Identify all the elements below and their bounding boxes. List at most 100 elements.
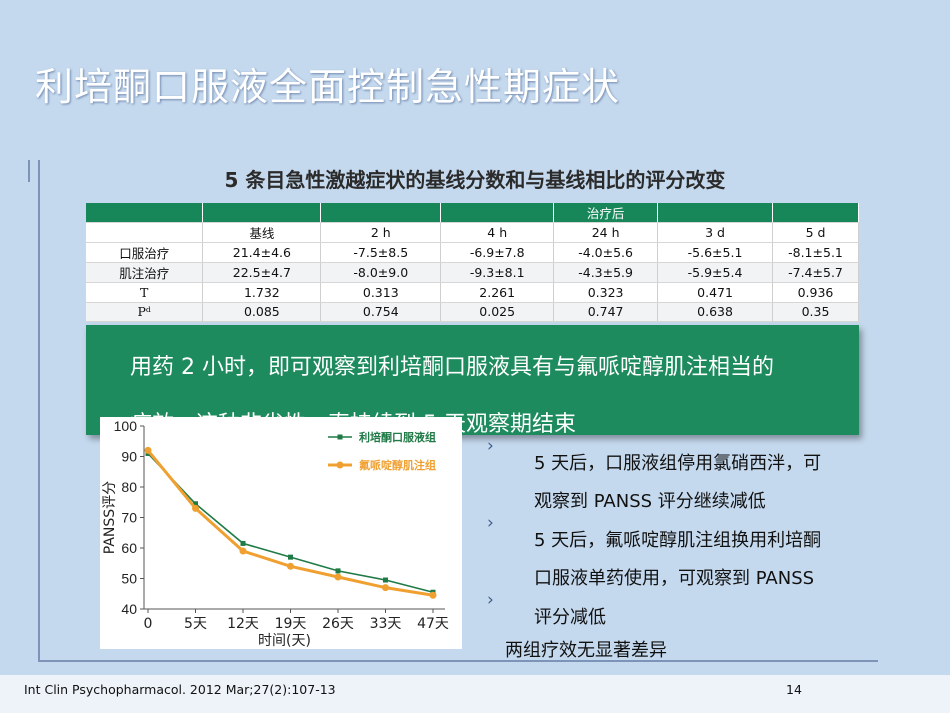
table-cell: -8.0±9.0 xyxy=(320,262,442,283)
table-cell: -5.6±5.1 xyxy=(657,242,773,263)
y-tick-label: 60 xyxy=(121,540,137,556)
data-point xyxy=(144,446,152,454)
x-tick-label: 5天 xyxy=(184,616,207,632)
series-line xyxy=(146,449,434,597)
x-tick-label: 12天 xyxy=(227,616,259,632)
data-point xyxy=(287,562,294,570)
y-axis-label: PANSS评分 xyxy=(102,481,118,554)
x-tick-label: 33天 xyxy=(370,616,402,632)
table-row-label: 肌注治疗 xyxy=(86,262,204,283)
table-cell: 0.085 xyxy=(202,302,322,322)
table-row-label: T xyxy=(86,282,204,303)
x-tick-label: 47天 xyxy=(417,616,449,632)
data-point xyxy=(239,547,247,555)
table-row-label: 口服治疗 xyxy=(86,242,204,263)
y-tick-label: 80 xyxy=(121,479,137,495)
table-cell: 0.747 xyxy=(553,302,659,322)
slide-title: 利培酮口服液全面控制急性期症状 xyxy=(35,65,621,109)
legend-label: 利培酮口服液组 xyxy=(359,430,436,444)
data-point xyxy=(382,584,389,592)
table-cell: 2.261 xyxy=(440,282,555,303)
table-cell: -6.9±7.8 xyxy=(440,242,555,263)
data-point xyxy=(192,504,199,512)
x-tick-label: 19天 xyxy=(275,616,307,632)
bullet-line: 观察到 PANSS 评分继续减低 xyxy=(534,491,766,512)
table-cell: 0.936 xyxy=(772,282,859,303)
table-cell: 0.323 xyxy=(553,282,659,303)
table-cell: 0.025 xyxy=(440,302,555,322)
bullet-arrow-icon: › xyxy=(487,436,494,456)
results-table: 治疗后 基线 2 h 4 h 24 h 3 d 5 d 口服治疗 21.4±4.… xyxy=(86,203,859,322)
series-line xyxy=(147,452,434,593)
table-cell: 1.732 xyxy=(202,282,322,303)
table-cell: -7.5±8.5 xyxy=(320,242,442,263)
table-cell: -4.0±5.6 xyxy=(553,242,659,263)
table-header-cell xyxy=(202,203,322,223)
table-column-header: 3 d xyxy=(657,222,773,243)
panss-chart: 40 50 60 70 80 90 100 0 5天 12天 19天 26天 33天 47天 时间(天) PA… xyxy=(100,417,462,649)
table-header-cell xyxy=(320,203,442,223)
table-header-row: 治疗后 xyxy=(86,203,859,223)
table-header-cell xyxy=(657,203,773,223)
table-header-cell xyxy=(772,203,859,223)
page-number: 14 xyxy=(786,682,802,697)
table-column-header: 4 h xyxy=(440,222,555,243)
table-cell: 0.313 xyxy=(320,282,442,303)
table-cell: 0.754 xyxy=(320,302,442,322)
bullet-arrow-icon: › xyxy=(487,513,494,533)
y-tick-label: 70 xyxy=(121,510,137,526)
table-header-cell xyxy=(440,203,555,223)
table-column-header: 5 d xyxy=(772,222,859,243)
y-tick-label: 50 xyxy=(121,571,137,587)
data-point xyxy=(335,568,341,574)
table-cell: -7.4±5.7 xyxy=(772,262,859,283)
table-title: 5 条目急性激越症状的基线分数和与基线相比的评分改变 xyxy=(224,168,726,192)
legend-marker xyxy=(337,434,343,440)
table-column-header: 2 h xyxy=(320,222,442,243)
accent-line xyxy=(28,160,30,182)
table-cell: 22.5±4.7 xyxy=(202,262,322,283)
table-cell: -9.3±8.1 xyxy=(440,262,555,283)
table-row-label: Pᵈ xyxy=(86,302,204,322)
table-cell: 21.4±4.6 xyxy=(202,242,322,263)
conclusion-text: 两组疗效无显著差异 xyxy=(505,640,667,661)
table-column-header xyxy=(86,222,204,243)
y-tick-label: 90 xyxy=(121,449,137,465)
legend-label: 氟哌啶醇肌注组 xyxy=(359,458,436,472)
table-row: Pᵈ 0.085 0.754 0.025 0.747 0.638 0.35 xyxy=(86,302,859,322)
legend-marker xyxy=(336,461,344,469)
bullet-line: 评分减低 xyxy=(534,607,606,628)
callout-line: 用药 2 小时，即可观察到利培酮口服液具有与氟哌啶醇肌注相当的 xyxy=(130,355,774,380)
table-row: 肌注治疗 22.5±4.7 -8.0±9.0 -9.3±8.1 -4.3±5.9… xyxy=(86,262,859,283)
bullet-line: 5 天后，氟哌啶醇肌注组换用利培酮 xyxy=(534,530,822,551)
data-point xyxy=(429,591,437,599)
table-row: 口服治疗 21.4±4.6 -7.5±8.5 -6.9±7.8 -4.0±5.6… xyxy=(86,242,859,263)
y-tick-label: 100 xyxy=(114,418,138,434)
table-cell: -8.1±5.1 xyxy=(772,242,859,263)
bullet-arrow-icon: › xyxy=(487,590,494,610)
table-cell: -4.3±5.9 xyxy=(553,262,659,283)
table-column-row: 基线 2 h 4 h 24 h 3 d 5 d xyxy=(86,222,859,243)
citation: Int Clin Psychopharmacol. 2012 Mar;27(2)… xyxy=(24,682,336,697)
table-row: T 1.732 0.313 2.261 0.323 0.471 0.936 xyxy=(86,282,859,303)
table-header-cell xyxy=(86,203,204,223)
table-column-header: 基线 xyxy=(202,222,322,243)
data-point xyxy=(383,577,388,583)
data-point xyxy=(240,540,246,546)
table-cell: -5.9±5.4 xyxy=(657,262,773,283)
y-tick-label: 40 xyxy=(121,601,137,617)
table-cell: 0.35 xyxy=(772,302,859,322)
data-point xyxy=(193,501,198,507)
table-cell: 0.638 xyxy=(657,302,773,322)
footer-band xyxy=(0,675,950,713)
data-point xyxy=(288,554,293,560)
bullet-line: 口服液单药使用，可观察到 PANSS xyxy=(534,568,815,589)
bullet-line: 5 天后，口服液组停用氯硝西泮，可 xyxy=(534,453,822,474)
table-column-header: 24 h xyxy=(553,222,659,243)
x-tick-label: 26天 xyxy=(322,616,354,632)
x-tick-label: 0 xyxy=(144,616,153,632)
table-cell: 0.471 xyxy=(657,282,773,303)
table-header-cell: 治疗后 xyxy=(553,203,659,223)
